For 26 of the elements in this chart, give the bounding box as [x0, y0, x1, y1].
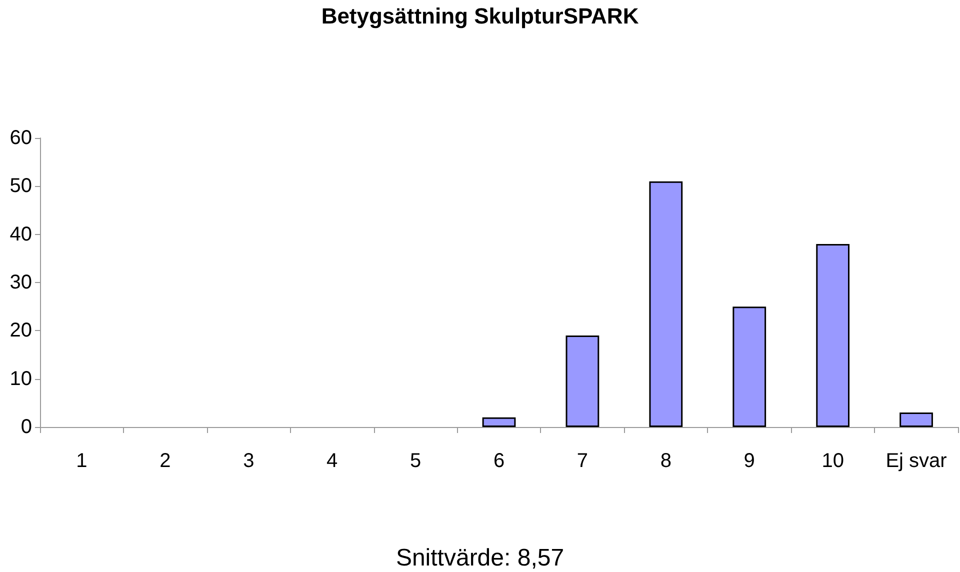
y-tick-label: 60 — [10, 127, 32, 149]
text: Snittvärde: 8,57 — [396, 544, 564, 572]
bar — [732, 306, 766, 427]
bar — [649, 181, 683, 427]
y-tick-label: 50 — [10, 175, 32, 198]
y-tick-label: 10 — [10, 368, 32, 390]
y-tick-label: 0 — [20, 416, 32, 438]
bar — [816, 244, 850, 427]
x-tick-label: 2 — [160, 450, 171, 472]
x-tick-label: 6 — [493, 450, 505, 472]
chart-title: Betygsättning SkulpturSPARK — [321, 4, 639, 28]
x-tick-label: 9 — [744, 450, 755, 472]
bar — [900, 412, 933, 427]
y-tick-label: 30 — [10, 272, 32, 294]
x-tick-label: 1 — [76, 450, 88, 472]
x-tick-label: 3 — [243, 450, 254, 472]
x-tick-label: 7 — [576, 450, 588, 472]
x-tick-label: 4 — [326, 450, 338, 472]
y-tick-label: 20 — [10, 320, 32, 342]
x-tick-label: 10 — [822, 450, 844, 472]
x-tick-label: 8 — [660, 450, 672, 472]
x-tick-label: 5 — [410, 450, 422, 472]
x-tick-label: Ej svar — [886, 450, 948, 472]
y-tick-label: 40 — [10, 223, 32, 246]
bar — [566, 335, 600, 427]
bar — [482, 417, 516, 427]
